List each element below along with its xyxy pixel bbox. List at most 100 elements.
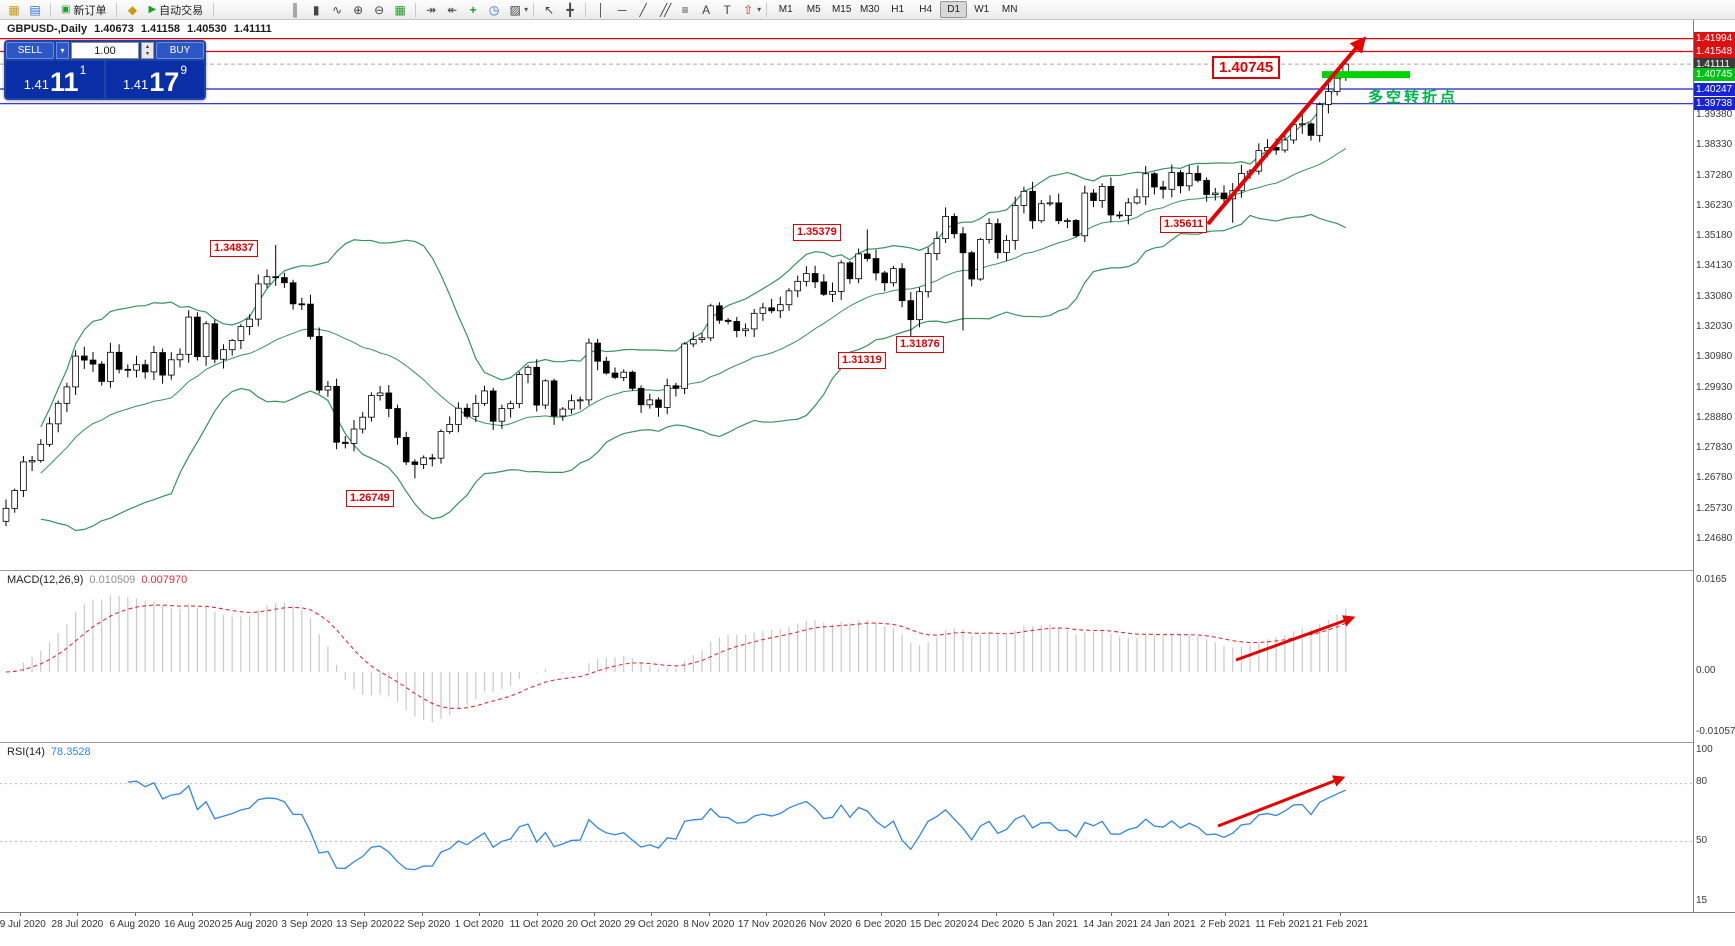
dropdown-caret-icon[interactable]: ▾ (524, 5, 529, 14)
one-click-trading-panel: SELL ▾ ▴ ▾ BUY 1.41 11 1 1.41 17 9 (4, 40, 206, 100)
timeframe-m15[interactable]: M15 (831, 4, 852, 15)
vertical-line-icon[interactable]: │ (597, 2, 605, 17)
date-tick (364, 913, 366, 916)
rsi-line (127, 780, 1347, 871)
stepper-up-icon[interactable]: ▴ (145, 43, 149, 50)
date-tick (134, 913, 136, 916)
trendline-icon[interactable]: ╱ (639, 2, 647, 17)
timeframe-h1[interactable]: H1 (891, 4, 905, 15)
price-tick-label: 1.24680 (1696, 533, 1733, 545)
pane-separator[interactable] (0, 742, 1735, 743)
date-label: 13 Sep 2020 (336, 919, 393, 930)
autotrading-icon: ▶ (148, 4, 157, 15)
date-tick (823, 913, 825, 916)
timeframe-h4[interactable]: H4 (919, 4, 933, 15)
timeframe-mn[interactable]: MN (1001, 4, 1018, 15)
macd-trend-arrow[interactable] (1235, 615, 1356, 662)
zoom-in-icon[interactable]: ⊕ (353, 2, 364, 17)
date-label: 14 Jan 2021 (1083, 919, 1139, 930)
date-tick (1168, 913, 1169, 916)
timeframe-m5[interactable]: M5 (806, 4, 821, 15)
bar-chart-icon[interactable]: ║ (290, 2, 300, 17)
candles-layer (2, 62, 1350, 527)
indicator-tick-label: 80 (1696, 776, 1708, 787)
price-annotation[interactable]: 1.35379 (793, 224, 841, 241)
buy-button[interactable]: BUY (156, 42, 204, 59)
new-chart-icon[interactable]: ▦ (8, 2, 20, 17)
metaeditor-icon[interactable]: ◆ (127, 2, 138, 17)
timeframe-w1[interactable]: W1 (974, 4, 990, 15)
price-tick-label: 1.27830 (1696, 442, 1733, 454)
ask-pips: 17 (149, 67, 180, 97)
text-icon[interactable]: A (702, 2, 711, 17)
toolbar-separator (116, 2, 118, 17)
date-tick (1225, 913, 1227, 916)
price-annotation[interactable]: 1.40745 (1212, 56, 1281, 79)
periods-icon[interactable]: ◷ (488, 2, 500, 17)
price-tick-label: 1.34130 (1696, 260, 1733, 272)
date-tick (881, 913, 882, 916)
date-label: 2 Feb 2021 (1200, 919, 1251, 930)
profiles-icon[interactable]: ▤ (29, 2, 41, 17)
candlestick-icon[interactable]: ▮ (312, 2, 320, 17)
fibonacci-icon[interactable]: ≡ (681, 2, 689, 17)
trend-arrow[interactable] (1206, 36, 1367, 226)
toolbar: ▦ ▤ ▣ 新订单 ◆ ▶ 自动交易 ║ ▮ ∿ ⊕ ⊖ ▦ ↠ ↞ + ◷ ▨… (0, 0, 1735, 20)
dropdown-caret-icon[interactable]: ▾ (757, 5, 762, 14)
date-label: 11 Oct 2020 (509, 919, 564, 930)
timeframe-m30[interactable]: M30 (859, 4, 880, 15)
new-order-icon: ▣ (61, 4, 71, 15)
date-label: 3 Sep 2020 (281, 919, 333, 930)
volume-dropdown[interactable]: ▾ (56, 42, 69, 59)
horizontal-line-icon[interactable]: ─ (617, 2, 627, 17)
date-label: 19 Jul 2020 (0, 919, 46, 930)
ask-price[interactable]: 1.41 17 9 (106, 61, 204, 98)
date-label: 21 Feb 2021 (1312, 919, 1369, 930)
new-order-button[interactable]: ▣ 新订单 (56, 1, 111, 19)
channel-icon[interactable]: ╱╱ (659, 2, 671, 17)
text-label-icon[interactable]: T (723, 2, 731, 17)
auto-scroll-icon[interactable]: ↠ (426, 2, 437, 17)
timeframe-m1[interactable]: M1 (778, 4, 793, 15)
price-axis[interactable]: 1.39380 1.38330 1.37280 1.36230 1.35180 1.341… (1693, 20, 1735, 912)
chart-shift-icon[interactable]: ↞ (447, 2, 458, 17)
arrows-icon[interactable]: ⇧ (743, 2, 754, 17)
price-annotation[interactable]: 1.31876 (896, 336, 944, 353)
price-annotation[interactable]: 1.31319 (838, 352, 886, 369)
bid-price[interactable]: 1.41 11 1 (6, 61, 104, 98)
indicators-icon[interactable]: + (469, 2, 477, 17)
quote-header: GBPUSD-,Daily 1.40673 1.41158 1.40530 1.4111… (7, 23, 279, 35)
stepper-down-icon[interactable]: ▾ (145, 50, 149, 57)
macd-pane[interactable] (0, 571, 1693, 741)
date-tick (192, 913, 194, 916)
open-value: 1.40673 (94, 23, 134, 35)
price-annotation[interactable]: 1.26749 (346, 490, 394, 507)
main-chart-pane[interactable] (0, 20, 1693, 570)
pane-separator[interactable] (0, 570, 1735, 571)
turning-point-note[interactable]: 多空转折点 (1368, 89, 1459, 106)
price-annotation[interactable]: 1.34837 (210, 240, 258, 257)
date-tick (479, 913, 481, 916)
date-label: 28 Jul 2020 (51, 919, 104, 930)
zoom-out-icon[interactable]: ⊖ (374, 2, 385, 17)
tile-windows-icon[interactable]: ▦ (394, 2, 406, 17)
volume-input[interactable] (71, 42, 139, 59)
price-annotation[interactable]: 1.35611 (1160, 216, 1208, 233)
rsi-trend-arrow[interactable] (1217, 775, 1346, 828)
date-tick (1340, 913, 1342, 916)
date-label: 26 Nov 2020 (795, 919, 852, 930)
date-tick (536, 913, 538, 916)
date-tick (708, 913, 710, 916)
crosshair-icon[interactable]: ╋ (566, 2, 574, 17)
price-tick-label: 1.30980 (1696, 351, 1733, 363)
volume-stepper[interactable]: ▴ ▾ (141, 42, 154, 59)
autotrading-button[interactable]: ▶ 自动交易 (143, 1, 208, 19)
line-chart-icon[interactable]: ∿ (332, 2, 343, 17)
timeframe-d1[interactable]: D1 (940, 1, 968, 18)
sell-button[interactable]: SELL (6, 42, 54, 59)
templates-icon[interactable]: ▨ (509, 2, 521, 17)
rsi-pane[interactable] (0, 743, 1693, 911)
cursor-icon[interactable]: ↖ (544, 2, 555, 17)
macd-name: MACD(12,26,9) (7, 574, 84, 586)
